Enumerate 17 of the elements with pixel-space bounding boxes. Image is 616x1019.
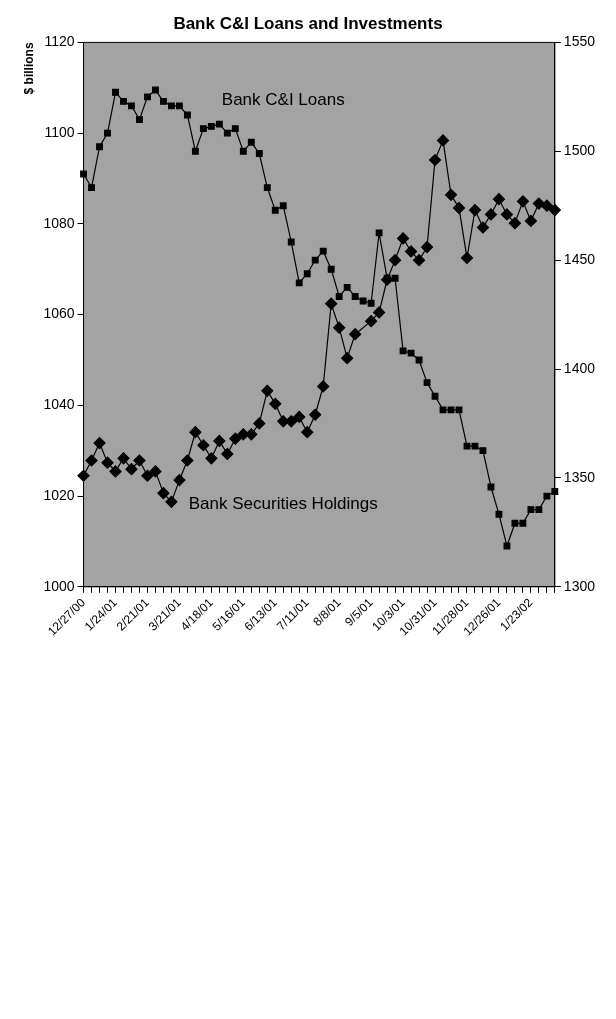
y-tick-label: 1100 — [44, 123, 75, 140]
y2-tick-label: 1500 — [563, 142, 596, 159]
y-tick-label: 1020 — [43, 486, 75, 503]
chart-title: Bank C&I Loans and Investments — [173, 13, 443, 33]
y-tick-label: 1000 — [43, 577, 75, 594]
y2-tick-label: 1550 — [563, 33, 596, 50]
y-tick-label: 1060 — [43, 305, 75, 322]
series-label: Bank C&I Loans — [221, 89, 345, 109]
y2-tick-label: 1400 — [563, 359, 596, 376]
y-axis-title: $ billions — [21, 42, 36, 95]
y-tick-label: 1040 — [43, 396, 75, 413]
y-tick-label: 1120 — [44, 33, 75, 50]
y2-tick-label: 1350 — [563, 468, 596, 485]
series-label: Bank Securities Holdings — [188, 493, 378, 513]
y2-tick-label: 1450 — [563, 251, 596, 268]
y-tick-label: 1080 — [43, 214, 75, 231]
y2-tick-label: 1300 — [563, 577, 596, 594]
